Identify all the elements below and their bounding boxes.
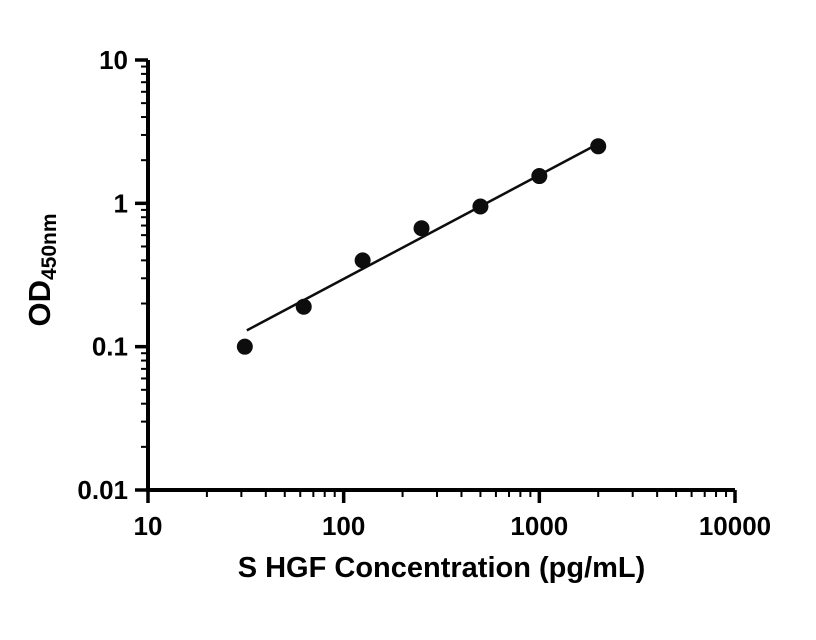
y-tick-label: 0.01 bbox=[77, 475, 128, 505]
x-tick-label: 100 bbox=[322, 511, 365, 541]
y-axis-title-subscript: 450nm bbox=[38, 213, 61, 281]
data-point bbox=[590, 138, 607, 155]
data-point bbox=[295, 298, 312, 315]
data-point bbox=[531, 168, 548, 185]
data-point bbox=[236, 338, 253, 355]
x-tick-label: 10000 bbox=[699, 511, 771, 541]
data-point bbox=[413, 220, 430, 237]
x-tick-label: 1000 bbox=[510, 511, 568, 541]
y-tick-label: 1 bbox=[114, 188, 128, 218]
y-tick-label: 10 bbox=[99, 45, 128, 75]
y-axis-title: OD450nm bbox=[22, 213, 62, 326]
x-axis-title: S HGF Concentration (pg/mL) bbox=[237, 552, 646, 584]
data-point bbox=[354, 252, 371, 269]
x-tick-label: 10 bbox=[134, 511, 163, 541]
data-point bbox=[472, 198, 489, 215]
y-tick-label: 0.1 bbox=[92, 332, 128, 362]
y-axis-title-main: OD bbox=[22, 280, 57, 327]
